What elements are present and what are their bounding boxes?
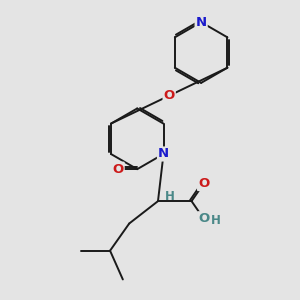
- Text: N: N: [196, 16, 207, 29]
- Text: O: O: [112, 163, 124, 176]
- Text: O: O: [198, 212, 209, 225]
- Text: H: H: [164, 190, 174, 203]
- Text: O: O: [198, 177, 209, 190]
- Text: N: N: [158, 148, 169, 160]
- Text: H: H: [212, 214, 221, 227]
- Text: O: O: [164, 89, 175, 102]
